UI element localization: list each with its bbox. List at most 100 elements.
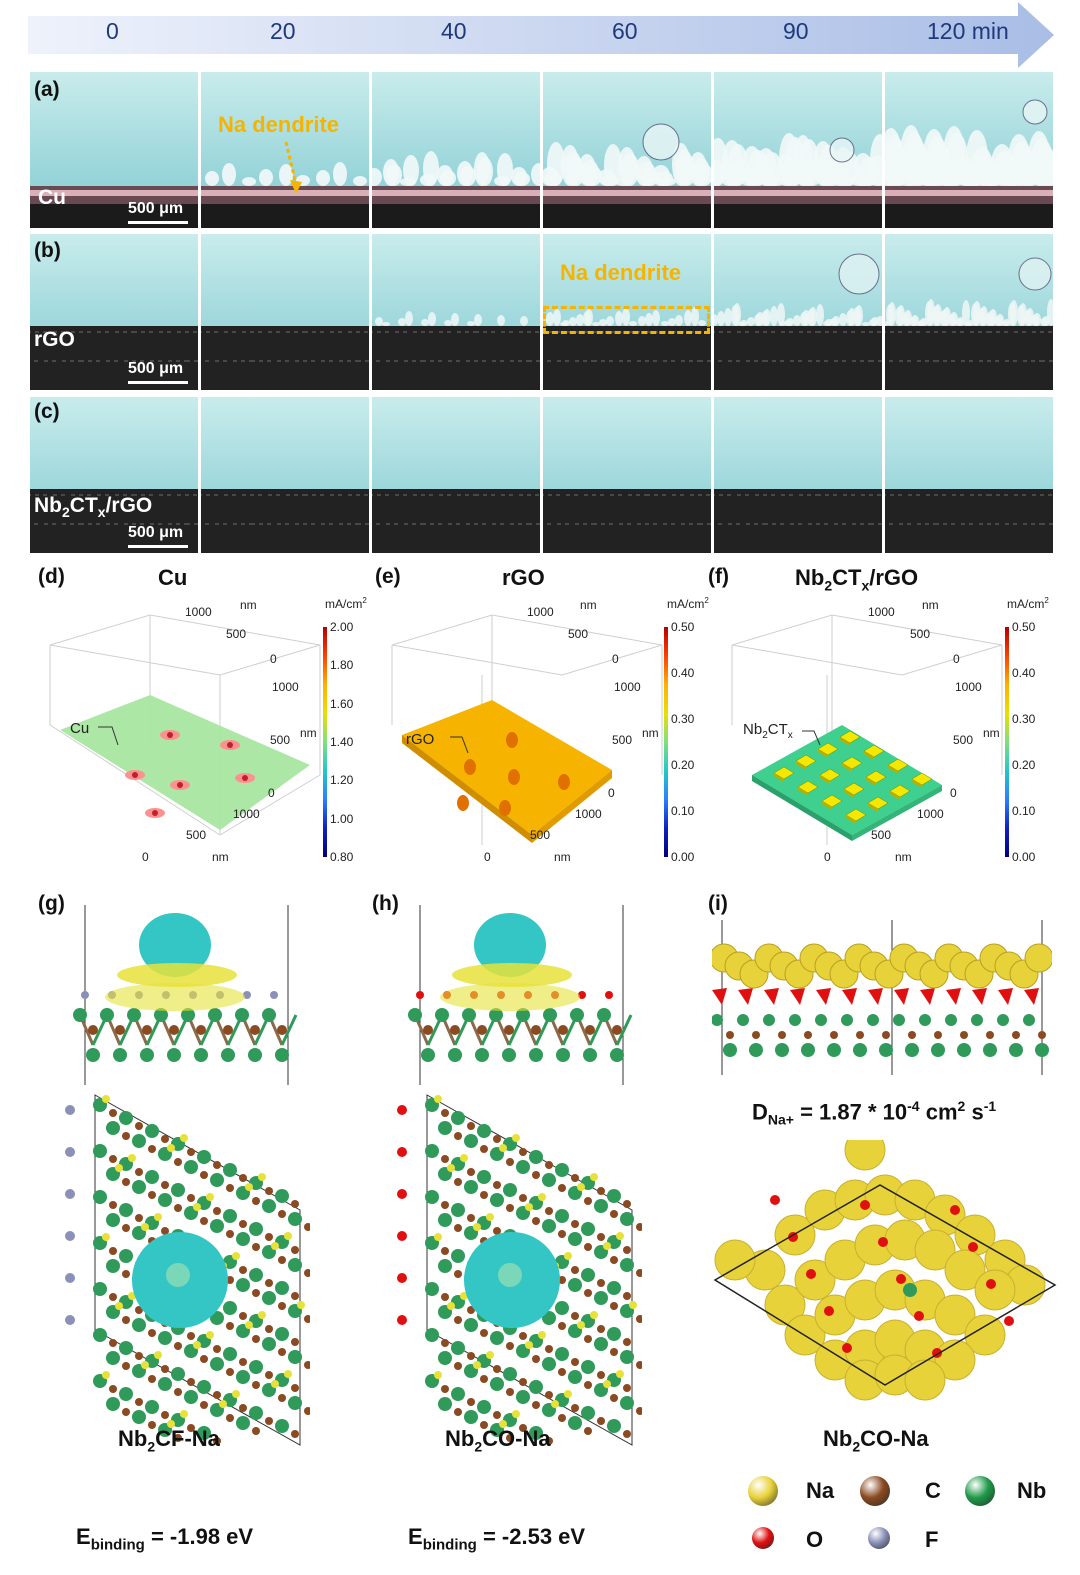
current-density-plot-rgo [391, 614, 663, 845]
axis-tick: 1000 [233, 807, 260, 821]
legend-label-nb: Nb [1017, 1478, 1047, 1503]
scale-bar-label: 500 μm [128, 360, 184, 377]
optical-frame [714, 234, 882, 390]
axis-tick: 1000 [575, 807, 602, 821]
scale-bar-label: 500 μm [128, 524, 184, 541]
colorbar-tick: 0.00 [1012, 850, 1036, 864]
colorbar-tick: 0.10 [1012, 804, 1036, 818]
diffusion-coefficient: DNa+ = 1.87 * 10-4 cm2 s-1 [752, 1098, 997, 1128]
panel-title-nb2ctx-rgo: Nb2CTx/rGO [795, 565, 919, 594]
colorbar-unit: mA/cm2 [325, 596, 367, 611]
legend-swatch-f [868, 1527, 890, 1549]
optical-frame [30, 234, 198, 390]
colorbar-tick: 1.60 [330, 696, 354, 711]
colorbar-tick: 1.80 [330, 658, 354, 673]
legend-label-f: F [925, 1527, 939, 1552]
structure-name-nb2cf-na: Nb2CF-Na [118, 1426, 220, 1455]
colorbar-cu [323, 627, 327, 857]
optical-frame [30, 397, 198, 553]
axis-tick: 1000 [917, 807, 944, 821]
colorbar-unit: mA/cm2 [667, 596, 709, 611]
axis-unit: nm [554, 850, 571, 864]
callout-cu: Cu [70, 720, 90, 737]
optical-frame [714, 397, 882, 553]
colorbar-tick: 1.40 [330, 735, 354, 749]
legend-label-c: C [925, 1478, 941, 1503]
dendrite-highlight-box [543, 306, 710, 334]
panel-label-c: (c) [34, 400, 60, 423]
axis-tick: 500 [910, 627, 931, 641]
axis-tick: 0 [953, 652, 960, 666]
axis-tick: 500 [871, 828, 892, 842]
axis-tick: 1000 [868, 605, 895, 619]
axis-tick: 0 [484, 850, 491, 864]
time-tick: 90 [783, 18, 809, 44]
time-arrow [28, 2, 1054, 68]
nb2co-na-diffusion-side-view [712, 920, 1052, 1075]
colorbar-tick: 0.20 [671, 758, 695, 772]
scale-bar [128, 221, 188, 224]
colorbar-tick: 1.00 [330, 811, 354, 826]
axis-tick: 0 [142, 850, 149, 864]
na-dendrite-label: Na dendrite [218, 112, 340, 137]
optical-frame [30, 72, 198, 228]
optical-frame [201, 397, 369, 553]
time-tick: 20 [270, 18, 296, 44]
colorbar-rgo [664, 627, 668, 857]
colorbar-tick: 0.30 [671, 712, 695, 726]
optical-frame [543, 234, 711, 390]
current-density-plot-cu [49, 614, 321, 836]
axis-tick: 0 [824, 850, 831, 864]
time-tick: 60 [612, 18, 638, 44]
colorbar-unit: mA/cm2 [1007, 596, 1049, 611]
axis-unit: nm [580, 598, 597, 612]
panel-title-rgo: rGO [502, 565, 545, 590]
panel-label-a: (a) [34, 78, 60, 101]
optical-frame [885, 72, 1053, 228]
panel-label-h: (h) [372, 892, 399, 915]
dendrite-arrow-icon [284, 141, 302, 194]
binding-energy-nb2co: Ebinding = -2.53 eV [408, 1524, 586, 1554]
axis-unit: nm [895, 850, 912, 864]
colorbar-tick: 0.20 [1012, 758, 1036, 772]
colorbar-tick: 0.50 [671, 620, 695, 634]
legend-label-na: Na [806, 1478, 835, 1503]
nb2cf-na-side-view [73, 905, 298, 1085]
legend-swatch-nb [965, 1476, 995, 1506]
colorbar-tick: 0.80 [330, 850, 354, 864]
axis-tick: 1000 [272, 680, 299, 694]
time-tick: 120 min [927, 18, 1009, 44]
axis-tick: 0 [950, 786, 957, 800]
legend-label-o: O [806, 1527, 824, 1552]
axis-unit: nm [983, 726, 1000, 740]
nb2cf-na-top-view [65, 1094, 310, 1446]
colorbar-tick: 0.40 [1012, 666, 1036, 680]
panel-label-b: (b) [34, 239, 61, 262]
optical-frame [372, 72, 540, 228]
axis-tick: 500 [226, 627, 247, 641]
axis-unit: nm [240, 598, 257, 612]
colorbar-tick: 2.00 [330, 620, 354, 634]
optical-frame [372, 234, 540, 390]
optical-frame [714, 72, 882, 228]
colorbar-tick: 0.10 [671, 804, 695, 818]
axis-tick: 500 [612, 733, 633, 747]
callout-rgo: rGO [406, 731, 435, 748]
scale-bar [128, 545, 188, 548]
structure-name-nb2co-na: Nb2CO-Na [445, 1426, 551, 1455]
scale-bar-label: 500 μm [128, 200, 184, 217]
axis-unit: nm [642, 726, 659, 740]
axis-tick: 500 [530, 828, 551, 842]
axis-tick: 1000 [185, 605, 212, 619]
nb2co-na-side-view [408, 905, 633, 1085]
colorbar-tick: 0.30 [1012, 712, 1036, 726]
sample-label-rgo: rGO [34, 328, 75, 351]
panel-label-d: (d) [38, 565, 65, 588]
legend-swatch-na [748, 1476, 778, 1506]
panel-label-f: (f) [708, 565, 729, 588]
legend-swatch-o [752, 1527, 774, 1549]
sample-label-cu: Cu [38, 186, 66, 209]
sample-label-nb2ctx-rgo: Nb2CTx/rGO [34, 494, 153, 521]
current-density-plot-nb2ctx [731, 614, 1003, 845]
axis-tick: 0 [270, 652, 277, 666]
